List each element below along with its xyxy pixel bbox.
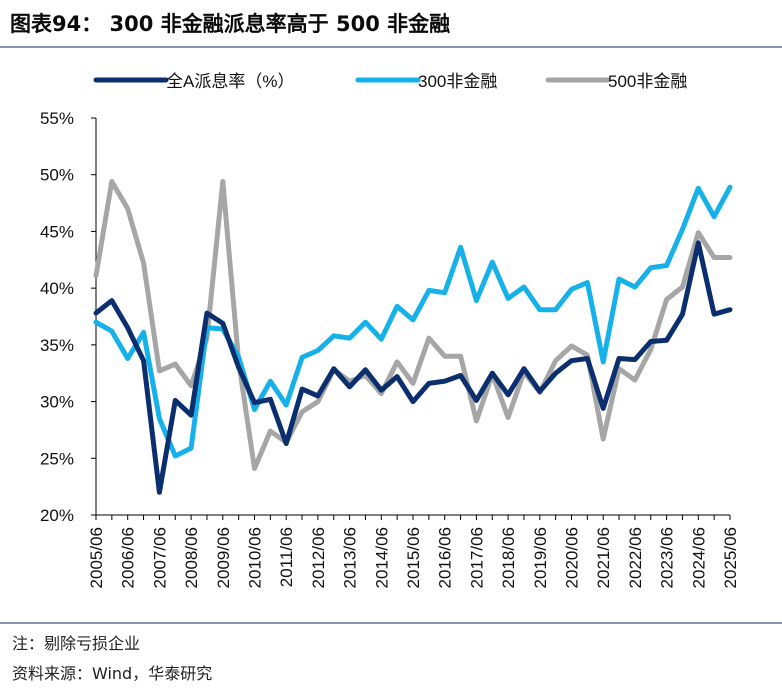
footnote-note: 注：剔除亏损企业 (12, 634, 141, 653)
y-tick-label: 40% (40, 279, 74, 298)
x-tick-label: 2020/06 (563, 527, 582, 588)
series-line-csi500 (93, 179, 733, 471)
x-tick-label: 2005/06 (87, 527, 106, 588)
x-tick-label: 2009/06 (214, 527, 233, 588)
y-tick-label: 50% (40, 166, 74, 185)
x-tick-label: 2015/06 (404, 527, 423, 588)
x-tick-label: 2017/06 (467, 527, 486, 588)
x-tick-label: 2022/06 (626, 527, 645, 588)
series-layer (93, 179, 733, 495)
bottom-rule (0, 622, 782, 624)
legend-label-csi500: 500非金融 (608, 72, 687, 91)
y-tick-label: 25% (40, 449, 74, 468)
x-tick-label: 2021/06 (594, 527, 613, 588)
x-tick-label: 2008/06 (182, 527, 201, 588)
x-tick-label: 2013/06 (341, 527, 360, 588)
x-tick-label: 2016/06 (436, 527, 455, 588)
axes: 20% 25% 30% 35% 40% 45% 50% 55% 2005/06 2006/06 20… (40, 109, 740, 588)
x-tick-label: 2025/06 (721, 527, 740, 588)
y-tick-label: 20% (40, 506, 74, 525)
x-tick-label: 2019/06 (531, 527, 550, 588)
x-tick-label: 2018/06 (499, 527, 518, 588)
x-tick-label: 2012/06 (309, 527, 328, 588)
x-tick-label: 2007/06 (150, 527, 169, 588)
top-rule (0, 46, 782, 48)
legend: 全A派息率（%） 300非金融 500非金融 (93, 72, 687, 91)
y-tick-label: 45% (40, 222, 74, 241)
y-tick-label: 35% (40, 336, 74, 355)
series-line-all-a (93, 240, 733, 495)
y-tick-label: 55% (40, 109, 74, 128)
y-tick-label: 30% (40, 393, 74, 412)
figure-title: 图表94： 300 非金融派息率高于 500 非金融 (10, 12, 451, 36)
x-tick-label: 2014/06 (372, 527, 391, 588)
legend-label-csi300: 300非金融 (418, 72, 497, 91)
legend-label-all-a: 全A派息率（%） (166, 72, 294, 91)
x-tick-label: 2006/06 (119, 527, 138, 588)
x-tick-label: 2011/06 (277, 527, 296, 587)
x-tick-label: 2023/06 (658, 527, 677, 588)
footnote-source: 资料来源：Wind，华泰研究 (12, 664, 213, 683)
series-line-csi300 (93, 184, 733, 459)
x-tick-label: 2024/06 (689, 527, 708, 588)
x-tick-label: 2010/06 (246, 527, 265, 588)
